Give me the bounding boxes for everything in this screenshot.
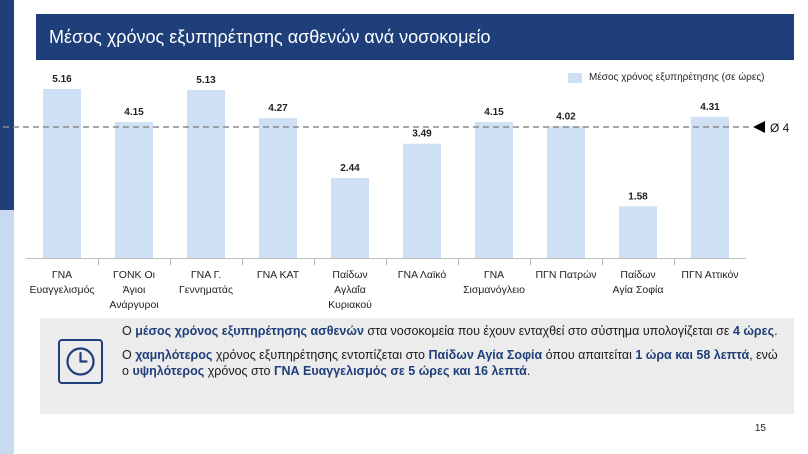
clock-icon — [58, 339, 103, 384]
left-accent-bar-light — [0, 210, 14, 454]
bar — [115, 122, 153, 258]
bar — [619, 206, 657, 258]
x-tick-label: Γεννηματάς — [179, 284, 233, 296]
legend-swatch — [568, 72, 582, 83]
bar — [43, 89, 81, 258]
x-tick-label: ΓΝΑ Γ. — [191, 269, 221, 281]
p2-segment: , ενώ ο — [122, 347, 778, 379]
p1-segment: στα νοσοκομεία που έχουν ενταχθεί στο σύ… — [363, 324, 733, 338]
bar-value-label: 4.15 — [484, 107, 504, 118]
p1-segment: μέσος χρόνος εξυπηρέτησης ασθενών — [135, 324, 364, 338]
bar — [691, 116, 729, 259]
legend-label: Μέσος χρόνος εξυπηρέτησης (σε ώρες) — [589, 72, 765, 83]
x-tick-label: Άγιοι — [123, 284, 146, 296]
summary-paragraph-1: Ο μέσος χρόνος εξυπηρέτησης ασθενών στα … — [122, 323, 782, 340]
bar — [331, 178, 369, 258]
bar-value-label: 2.44 — [340, 163, 360, 174]
bar-value-label: 1.58 — [628, 191, 648, 202]
bar-value-label: 3.49 — [412, 129, 432, 140]
bar-value-label: 5.16 — [52, 74, 72, 85]
average-marker-icon — [753, 120, 765, 133]
p2-segment: ΓΝΑ Ευαγγελισμός σε 5 ώρες και 16 λεπτά — [273, 364, 527, 378]
page-title: Μέσος χρόνος εξυπηρέτησης ασθενών ανά νο… — [49, 26, 491, 47]
x-tick-label: Σισμανόγλειο — [463, 284, 525, 296]
x-tick-label: ΓΟΝΚ Οι — [113, 269, 156, 281]
bar-chart: 5.16 ΓΝΑ Ευαγγελισμός 4.15 ΓΟΝΚ Οι Άγιοι Ανάργ… — [3, 74, 790, 311]
bar-value-label: 5.13 — [196, 75, 216, 86]
p2-segment: υψηλότερος — [132, 364, 205, 378]
bar-value-label: 4.27 — [268, 103, 288, 114]
bar — [187, 89, 225, 258]
p1-segment: Ο — [122, 324, 136, 338]
x-tick-label: Αγλαΐα — [334, 284, 366, 296]
chart-legend: Μέσος χρόνος εξυπηρέτησης (σε ώρες) — [568, 72, 764, 83]
x-tick-label: ΠΓΝ Αττικόν — [681, 269, 738, 281]
bar-value-label: 4.31 — [700, 102, 720, 113]
p1-segment: . — [774, 324, 778, 338]
x-tick-label: ΓΝΑ — [484, 269, 504, 281]
title-bar: Μέσος χρόνος εξυπηρέτησης ασθενών ανά νο… — [36, 14, 794, 60]
p2-segment: όπου απαιτείται — [542, 347, 636, 362]
bar — [475, 122, 513, 258]
x-tick-label: Παίδων — [620, 269, 655, 281]
x-tick-label: ΓΝΑ ΚΑΤ — [257, 269, 300, 281]
bar — [547, 126, 585, 258]
summary-text: Ο μέσος χρόνος εξυπηρέτησης ασθενών στα … — [122, 323, 782, 387]
x-tick-label: Ανάργυροι — [109, 299, 159, 311]
p2-segment: Ο — [122, 347, 136, 362]
x-tick-label: Ευαγγελισμός — [29, 284, 94, 296]
p2-segment: χρόνος στο — [204, 364, 274, 378]
p2-segment: 1 ώρα και 58 λεπτά — [635, 347, 750, 362]
summary-paragraph-2: Ο χαμηλότερος χρόνος εξυπηρέτησης εντοπί… — [122, 347, 782, 380]
p2-segment: χρόνος εξυπηρέτησης εντοπίζεται στο — [212, 347, 429, 362]
x-tick-label: Παίδων — [332, 269, 367, 281]
page-number: 15 — [754, 423, 766, 434]
x-tick-label: Κυριακού — [328, 299, 372, 311]
p2-segment: χαμηλότερος — [135, 347, 213, 362]
p1-segment: 4 ώρες — [732, 324, 775, 338]
summary-panel: Ο μέσος χρόνος εξυπηρέτησης ασθενών στα … — [40, 318, 794, 414]
p2-segment: Παίδων Αγία Σοφία — [428, 347, 543, 362]
bar-value-label: 4.15 — [124, 107, 144, 118]
x-tick-label: Αγία Σοφία — [613, 284, 664, 296]
x-tick-label: ΓΝΑ — [52, 269, 72, 281]
bar-value-label: 4.02 — [556, 111, 576, 122]
average-label: Ø 4 — [770, 121, 790, 135]
x-tick-label: ΠΓΝ Πατρών — [535, 269, 596, 281]
left-accent-bar — [0, 0, 14, 210]
bar — [259, 118, 297, 258]
bar — [403, 143, 441, 258]
x-tick-label: ΓΝΑ Λαϊκό — [398, 269, 447, 281]
p2-segment: . — [526, 364, 531, 378]
